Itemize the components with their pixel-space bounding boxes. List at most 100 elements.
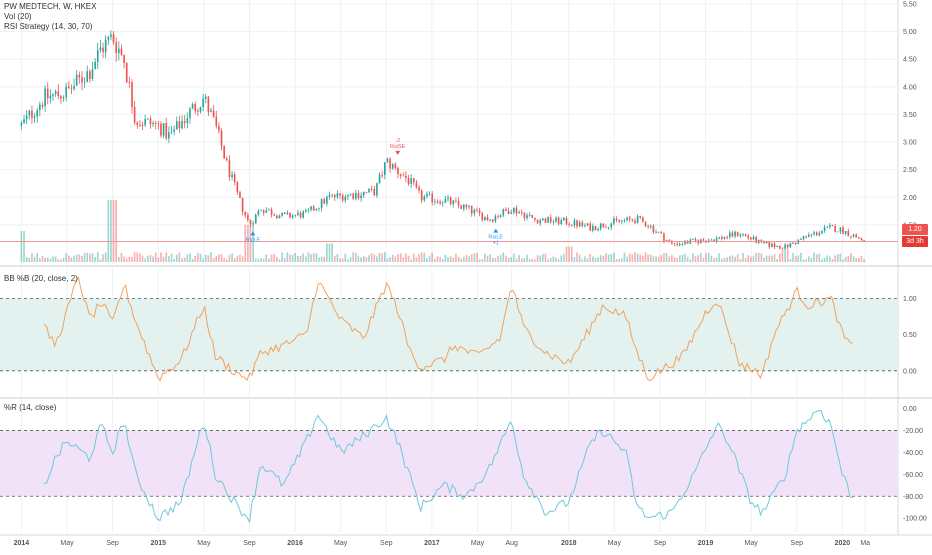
candle-body bbox=[507, 210, 510, 214]
volume-bar bbox=[41, 255, 44, 262]
bb-pane-title[interactable]: BB %B (20, close, 2) bbox=[4, 274, 78, 283]
volume-bar bbox=[478, 259, 481, 262]
volume-bar bbox=[83, 253, 86, 262]
volume-bar bbox=[407, 255, 410, 262]
candle-body bbox=[781, 248, 784, 250]
volume-bar bbox=[599, 255, 602, 262]
candle-body bbox=[750, 237, 752, 240]
volume-bar bbox=[370, 253, 373, 262]
volume-bar bbox=[265, 254, 268, 262]
candle-body bbox=[78, 74, 81, 78]
candle-body bbox=[826, 226, 829, 228]
candle-body bbox=[96, 50, 99, 62]
volume-bar bbox=[123, 256, 125, 262]
symbol-title[interactable]: PW MEDTECH, W, HKEX bbox=[4, 2, 97, 11]
candle-body bbox=[210, 110, 212, 113]
volume-bar bbox=[663, 253, 665, 262]
volume-bar bbox=[344, 253, 347, 262]
volume-bar bbox=[692, 253, 694, 262]
candle-body bbox=[813, 232, 815, 235]
volume-bar bbox=[462, 256, 465, 262]
candle-body bbox=[41, 104, 44, 107]
candle-body bbox=[376, 183, 378, 196]
candle-body bbox=[531, 214, 534, 218]
candle-body bbox=[241, 198, 244, 212]
candle-body bbox=[133, 106, 136, 123]
volume-bar bbox=[165, 252, 168, 262]
volume-bar bbox=[194, 255, 197, 262]
volume-bar bbox=[660, 255, 663, 262]
volume-bar bbox=[589, 253, 592, 262]
volume-bar bbox=[526, 254, 528, 262]
candle-body bbox=[399, 174, 402, 176]
wr-pane-title[interactable]: %R (14, close) bbox=[4, 403, 57, 412]
volume-bar bbox=[765, 255, 768, 262]
volume-bar bbox=[376, 256, 378, 262]
candle-body bbox=[710, 239, 713, 241]
volume-bar bbox=[168, 256, 170, 262]
volume-bar bbox=[291, 254, 294, 262]
candle-body bbox=[112, 34, 115, 43]
candle-body bbox=[304, 209, 307, 212]
candle-body bbox=[800, 239, 802, 241]
volume-bar bbox=[228, 255, 231, 262]
volume-bar bbox=[65, 253, 67, 262]
volume-bar bbox=[470, 254, 473, 262]
volume-bar bbox=[547, 259, 549, 262]
volume-bar bbox=[96, 252, 99, 262]
candle-body bbox=[718, 237, 721, 239]
candle-body bbox=[631, 219, 634, 221]
volume-bar bbox=[744, 258, 747, 262]
candle-body bbox=[555, 217, 557, 222]
strategy-legend[interactable]: RSI Strategy (14, 30, 70) bbox=[4, 22, 93, 31]
volume-bar bbox=[576, 252, 578, 262]
volume-bar bbox=[210, 252, 212, 262]
candle-body bbox=[355, 193, 357, 199]
volume-legend[interactable]: Vol (20) bbox=[4, 12, 32, 21]
bb-tick-label: 1.00 bbox=[903, 296, 917, 303]
volume-bar bbox=[736, 254, 739, 262]
candle-body bbox=[60, 96, 62, 99]
volume-bar bbox=[191, 258, 194, 262]
candle-body bbox=[312, 206, 315, 211]
volume-bar bbox=[494, 258, 497, 262]
volume-bar bbox=[613, 252, 615, 262]
volume-bar bbox=[631, 254, 634, 262]
volume-bar bbox=[805, 259, 807, 262]
volume-bar bbox=[647, 254, 649, 262]
candle-body bbox=[673, 243, 676, 245]
volume-bar bbox=[260, 258, 262, 262]
volume-bar bbox=[115, 200, 118, 262]
candle-body bbox=[426, 194, 428, 197]
candle-body bbox=[552, 221, 555, 223]
volume-bar bbox=[381, 253, 383, 262]
volume-bar bbox=[642, 255, 644, 262]
volume-bar bbox=[802, 259, 805, 262]
volume-bar bbox=[518, 255, 520, 262]
candle-body bbox=[665, 240, 668, 242]
volume-bar bbox=[412, 253, 415, 262]
volume-bar bbox=[468, 255, 470, 262]
candle-body bbox=[149, 118, 152, 125]
volume-bar bbox=[678, 255, 681, 262]
volume-bar bbox=[726, 257, 728, 262]
candle-body bbox=[789, 243, 792, 248]
volume-bar bbox=[44, 257, 46, 262]
candle-body bbox=[333, 194, 336, 198]
candle-body bbox=[244, 211, 247, 216]
time-tick-label: Sep bbox=[380, 540, 393, 547]
volume-bar bbox=[834, 255, 836, 262]
volume-bar bbox=[544, 253, 547, 262]
candle-body bbox=[247, 215, 249, 221]
candle-body bbox=[220, 130, 223, 147]
candle-body bbox=[289, 212, 291, 218]
candle-body bbox=[794, 243, 797, 244]
candle-body bbox=[652, 225, 655, 233]
candle-body bbox=[154, 122, 157, 124]
candle-body bbox=[104, 39, 107, 53]
volume-bar bbox=[236, 255, 239, 262]
candle-body bbox=[207, 96, 210, 113]
volume-bar bbox=[763, 257, 765, 262]
